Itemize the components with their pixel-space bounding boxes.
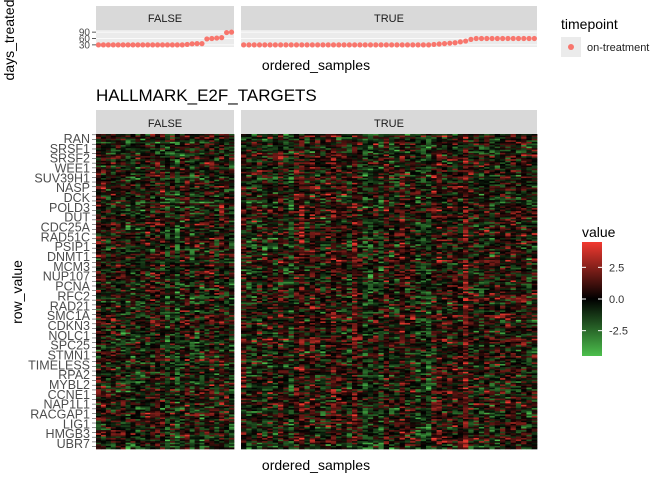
top-point xyxy=(204,36,209,41)
top-point xyxy=(135,42,140,47)
top-y-axis-title: days_treated xyxy=(1,0,17,80)
top-point xyxy=(194,41,199,46)
top-point xyxy=(447,41,452,46)
top-point xyxy=(125,42,130,47)
top-point xyxy=(145,42,150,47)
top-point xyxy=(500,36,505,41)
top-point xyxy=(278,42,283,47)
top-point xyxy=(384,42,389,47)
top-point xyxy=(175,42,180,47)
top-point xyxy=(140,42,145,47)
top-point xyxy=(431,42,436,47)
top-point xyxy=(336,42,341,47)
top-point xyxy=(219,35,224,40)
top-point xyxy=(526,36,531,41)
top-point xyxy=(304,42,309,47)
top-point xyxy=(283,42,288,47)
top-point xyxy=(415,42,420,47)
top-point xyxy=(185,42,190,47)
top-point xyxy=(209,36,214,41)
top-point xyxy=(400,42,405,47)
top-facet-label-true: TRUE xyxy=(374,13,404,25)
top-point xyxy=(101,42,106,47)
top-point xyxy=(273,42,278,47)
top-point xyxy=(252,42,257,47)
top-point xyxy=(468,37,473,42)
top-facet-label-false: FALSE xyxy=(148,13,182,25)
top-point xyxy=(437,41,442,46)
heatmap-facet-label-true: TRUE xyxy=(374,118,404,130)
top-point xyxy=(257,42,262,47)
top-point xyxy=(479,36,484,41)
top-point xyxy=(155,42,160,47)
top-point xyxy=(199,41,204,46)
heatmap-panel-false xyxy=(96,134,234,449)
top-point xyxy=(214,35,219,40)
top-point xyxy=(474,36,479,41)
top-point xyxy=(505,36,510,41)
top-point xyxy=(121,42,126,47)
top-point xyxy=(442,41,447,46)
timepoint-legend-title: timepoint xyxy=(561,16,618,32)
top-point xyxy=(331,42,336,47)
top-point xyxy=(320,42,325,47)
top-point xyxy=(326,42,331,47)
top-point xyxy=(489,36,494,41)
top-point xyxy=(315,42,320,47)
top-point xyxy=(246,42,251,47)
top-point xyxy=(111,42,116,47)
top-point xyxy=(426,42,431,47)
top-point xyxy=(378,42,383,47)
top-point xyxy=(352,42,357,47)
heatmap-title: HALLMARK_E2F_TARGETS xyxy=(96,86,317,105)
top-point xyxy=(96,42,101,47)
top-point xyxy=(289,42,294,47)
top-point xyxy=(463,38,468,43)
top-point xyxy=(224,30,229,35)
top-point xyxy=(116,42,121,47)
top-point xyxy=(150,42,155,47)
top-point xyxy=(368,42,373,47)
top-x-axis-title: ordered_samples xyxy=(262,57,370,73)
top-point xyxy=(458,39,463,44)
top-point xyxy=(484,36,489,41)
top-point xyxy=(357,42,362,47)
top-point xyxy=(495,36,500,41)
top-y-tick-label: 90 xyxy=(79,28,91,39)
top-point xyxy=(511,36,516,41)
top-point xyxy=(410,42,415,47)
top-point xyxy=(452,40,457,45)
top-point xyxy=(421,42,426,47)
heatmap-facet-label-false: FALSE xyxy=(148,118,182,130)
top-point xyxy=(389,42,394,47)
top-point xyxy=(165,42,170,47)
top-point xyxy=(516,36,521,41)
timepoint-legend-label: on-treatment xyxy=(587,42,649,54)
top-point xyxy=(170,42,175,47)
top-point xyxy=(521,36,526,41)
top-point xyxy=(190,41,195,46)
top-point xyxy=(310,42,315,47)
top-point xyxy=(299,42,304,47)
top-point xyxy=(160,42,165,47)
timepoint-legend-dot xyxy=(568,44,574,50)
top-point xyxy=(180,42,185,47)
top-point xyxy=(341,42,346,47)
top-point xyxy=(262,42,267,47)
top-point xyxy=(294,42,299,47)
top-point xyxy=(405,42,410,47)
top-point xyxy=(241,42,246,47)
top-point xyxy=(373,42,378,47)
top-point xyxy=(394,42,399,47)
top-point xyxy=(347,42,352,47)
top-point xyxy=(229,30,234,35)
top-point xyxy=(532,36,537,41)
top-point xyxy=(363,42,368,47)
top-point xyxy=(106,42,111,47)
top-point xyxy=(130,42,135,47)
top-point xyxy=(267,42,272,47)
